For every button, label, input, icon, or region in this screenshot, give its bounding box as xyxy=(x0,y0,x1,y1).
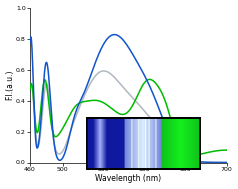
X-axis label: Wavelength (nm): Wavelength (nm) xyxy=(95,174,161,184)
Y-axis label: F.I.(a.u.): F.I.(a.u.) xyxy=(5,70,15,100)
